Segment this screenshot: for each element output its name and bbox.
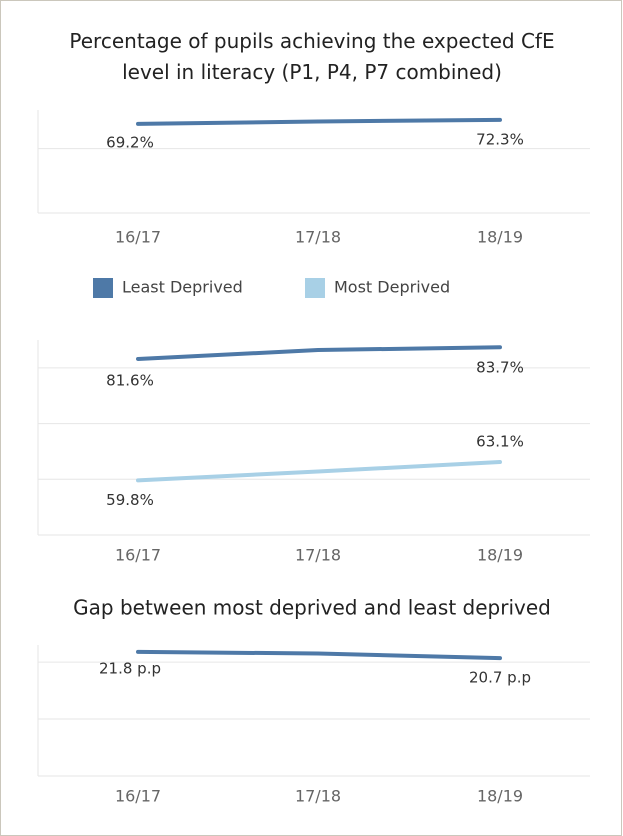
chart-title: Gap between most deprived and least depr… — [73, 596, 551, 620]
line — [136, 460, 502, 483]
line — [136, 345, 502, 361]
line — [136, 117, 502, 126]
x-tick-label: 16/17 — [115, 787, 161, 806]
line — [136, 649, 502, 661]
x-tick-label: 16/17 — [115, 228, 161, 247]
x-tick-label: 17/18 — [295, 787, 341, 806]
legend-label: Most Deprived — [334, 278, 450, 297]
chart-title: Percentage of pupils achieving the expec… — [69, 29, 554, 84]
legend-swatch — [305, 278, 325, 298]
data-label: 21.8 p.p — [99, 659, 161, 677]
title-line: level in literacy (P1, P4, P7 combined) — [122, 60, 502, 84]
legend-swatch — [93, 278, 113, 298]
x-tick-label: 18/19 — [477, 546, 523, 565]
x-tick-label: 16/17 — [115, 546, 161, 565]
x-tick-label: 18/19 — [477, 787, 523, 806]
data-label: 83.7% — [476, 359, 524, 377]
data-label: 72.3% — [476, 130, 524, 148]
legend-label: Least Deprived — [122, 278, 243, 297]
data-label: 81.6% — [106, 371, 154, 389]
data-label: 59.8% — [106, 491, 154, 509]
data-label: 20.7 p.p — [469, 669, 531, 687]
x-tick-label: 18/19 — [477, 228, 523, 247]
data-label: 63.1% — [476, 433, 524, 451]
x-tick-label: 17/18 — [295, 546, 341, 565]
x-tick-label: 17/18 — [295, 228, 341, 247]
data-label: 69.2% — [106, 133, 154, 151]
title-line: Percentage of pupils achieving the expec… — [69, 29, 554, 53]
